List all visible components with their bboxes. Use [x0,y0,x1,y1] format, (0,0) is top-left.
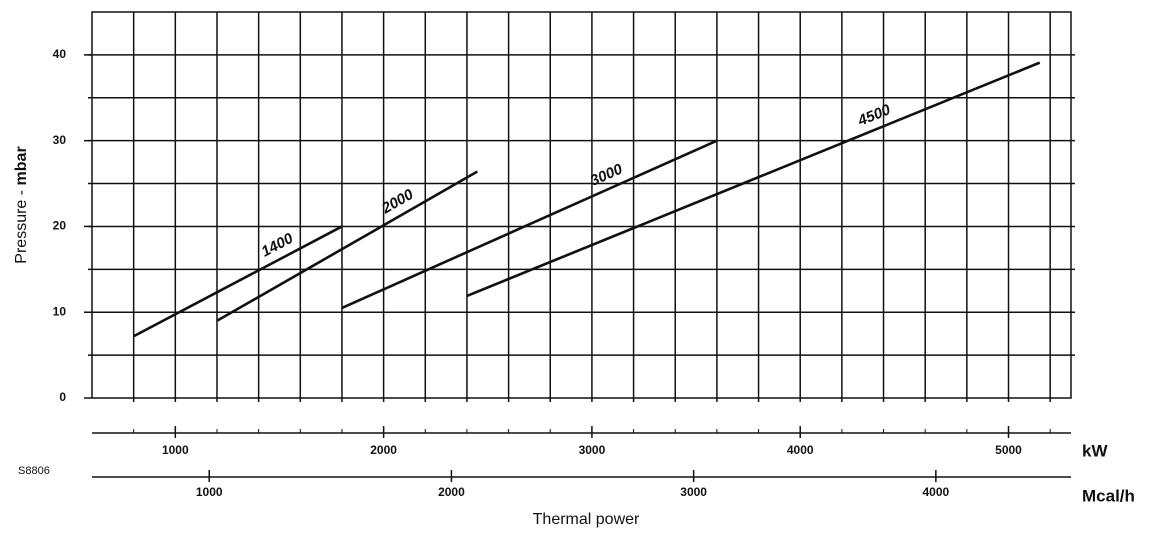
y-axis-label: Pressure - mbar [13,146,30,263]
x-axis-label: Thermal power [533,511,640,528]
y-tick-label: 0 [59,390,66,404]
x2-tick-label: 3000 [680,485,707,499]
x2-tick-label: 1000 [196,485,223,499]
series-line [133,225,343,338]
y-tick-label: 10 [53,304,67,318]
x-tick-label: 2000 [370,443,397,457]
y-tick-label: 20 [53,219,67,233]
x2-tick-label: 2000 [438,485,465,499]
series-line [341,139,718,310]
x-tick-label: 4000 [787,443,814,457]
x2-unit: Mcal/h [1082,486,1135,505]
y-tick-label: 30 [53,133,67,147]
series-line [466,61,1041,298]
x-tick-label: 1000 [162,443,189,457]
series-label: 1400 [259,230,297,261]
x-tick-label: 5000 [995,443,1022,457]
x-tick-label: 3000 [579,443,606,457]
x-unit: kW [1082,441,1108,460]
y-label-unit: mbar [13,146,30,185]
series-line [216,170,478,322]
figure-code: S8806 [18,465,50,477]
plot-frame [91,11,1072,399]
x2-tick-label: 4000 [922,485,949,499]
y-label-text: Pressure - [13,190,30,264]
y-tick-label: 40 [53,47,67,61]
